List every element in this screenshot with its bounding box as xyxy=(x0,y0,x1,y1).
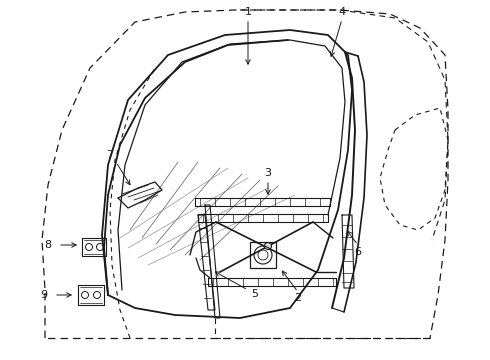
Text: 3: 3 xyxy=(265,168,271,178)
Text: 5: 5 xyxy=(251,289,259,299)
Text: 6: 6 xyxy=(354,247,362,257)
Text: 7: 7 xyxy=(106,150,114,160)
Text: 1: 1 xyxy=(245,7,251,17)
Text: 2: 2 xyxy=(294,293,301,303)
Circle shape xyxy=(265,243,271,249)
Text: 4: 4 xyxy=(339,7,345,17)
Text: 8: 8 xyxy=(45,240,51,250)
Text: 9: 9 xyxy=(41,290,48,300)
